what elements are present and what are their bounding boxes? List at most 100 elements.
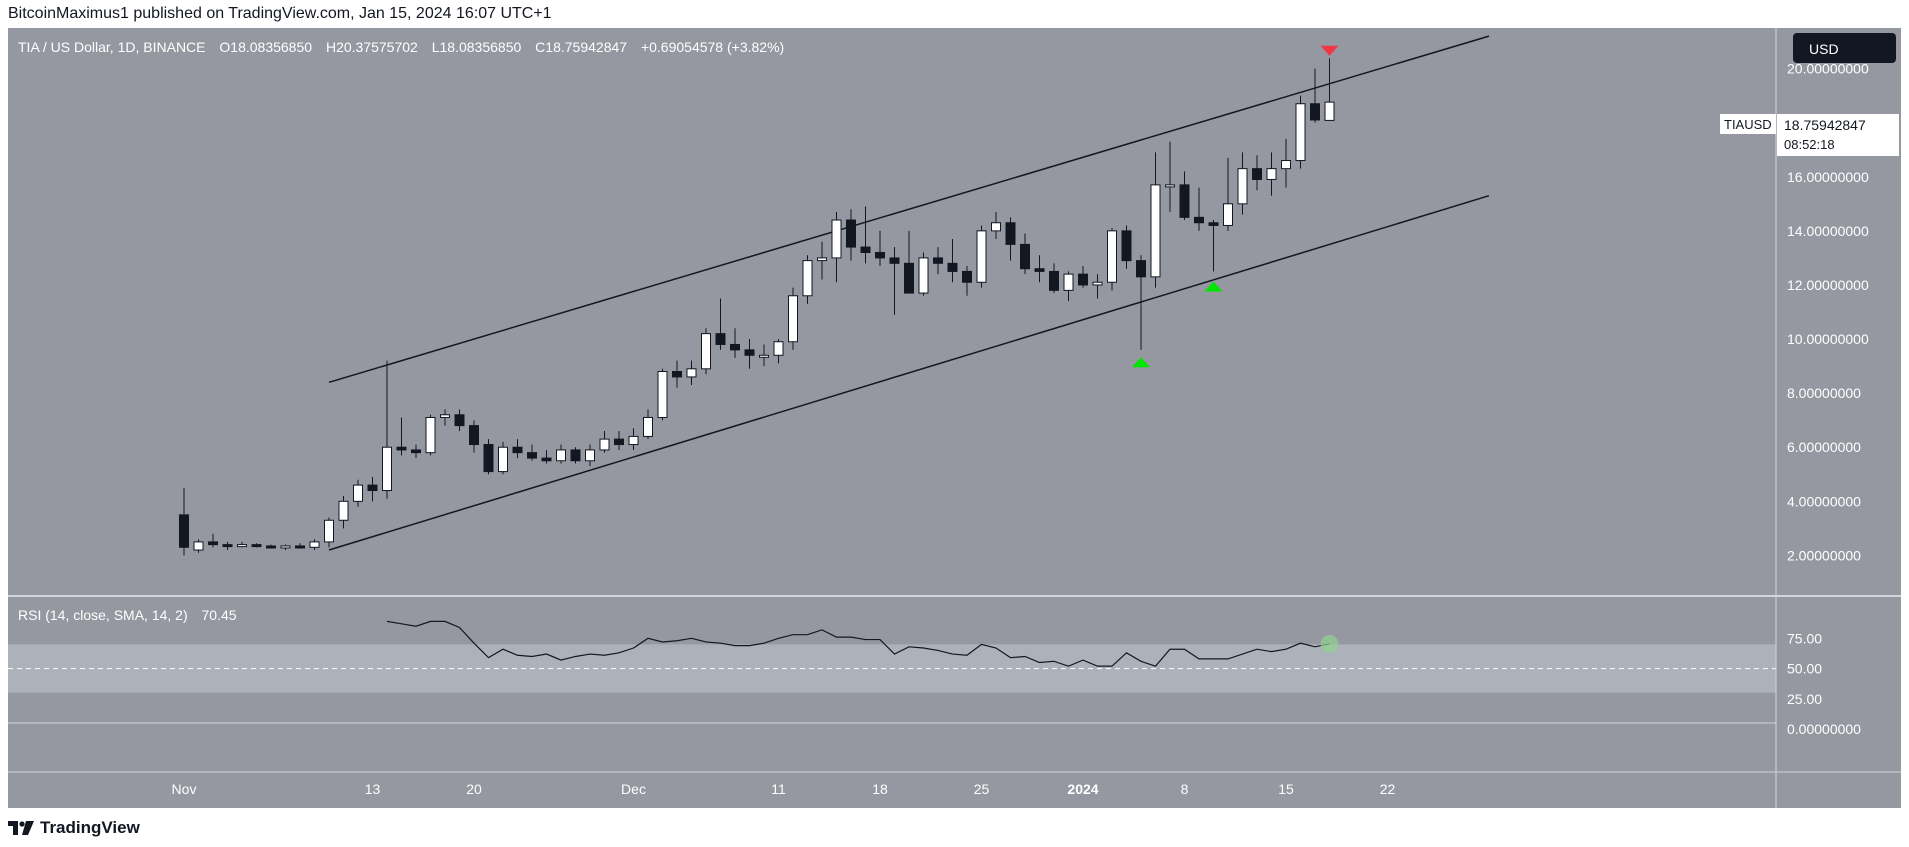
currency-button[interactable]: USD — [1793, 33, 1896, 63]
candle — [875, 230, 885, 267]
candle-body — [440, 414, 450, 418]
buy-marker-triangle — [1132, 357, 1150, 368]
candle — [643, 409, 653, 440]
rsi-line — [386, 620, 1330, 667]
candle — [962, 266, 972, 296]
time-tick-label: 11 — [771, 781, 786, 797]
candle-body — [425, 416, 436, 454]
rsi-tick-label: 75.00 — [1787, 630, 1822, 646]
candle-body — [759, 354, 769, 358]
candle-body — [1092, 281, 1103, 286]
candle — [1208, 220, 1219, 272]
candle-body — [1194, 216, 1204, 224]
candle-body — [875, 251, 885, 259]
candle — [208, 533, 218, 548]
tradingview-logo[interactable]: TradingView — [8, 818, 140, 838]
candle-body — [672, 371, 682, 378]
candle-body — [715, 333, 726, 345]
candle-body — [193, 541, 204, 551]
candle-body — [860, 246, 871, 253]
candle — [179, 487, 189, 556]
candle — [817, 241, 827, 280]
chart-canvas[interactable]: 20.0000000018.0000000016.0000000014.0000… — [8, 28, 1901, 808]
candle — [382, 360, 392, 499]
candle — [686, 360, 697, 386]
candle — [628, 428, 639, 450]
candle — [396, 417, 407, 456]
publisher-line: BitcoinMaximus1 published on TradingView… — [8, 5, 552, 22]
channel-line-lower — [328, 194, 1490, 551]
candle-body — [382, 446, 392, 492]
candle-body — [1020, 243, 1030, 270]
candle — [1223, 157, 1233, 231]
candle — [933, 247, 943, 275]
buy-marker-triangle — [1204, 281, 1223, 292]
price-pane[interactable] — [8, 28, 1776, 596]
candle — [1281, 138, 1291, 188]
low-label: L — [432, 39, 440, 55]
candle-body — [222, 544, 233, 548]
candle-body — [933, 257, 943, 264]
candle — [295, 543, 305, 549]
candle-body — [773, 341, 784, 356]
price-tick-label: 12.00000000 — [1787, 277, 1869, 293]
price-tick-label: 10.00000000 — [1787, 331, 1869, 347]
candle — [570, 447, 581, 464]
time-tick-label: 25 — [974, 781, 990, 797]
candle-body — [1208, 222, 1219, 226]
candle-body — [1179, 184, 1190, 218]
price-tag-value: 18.75942847 — [1784, 117, 1866, 133]
candle-body — [1049, 270, 1059, 291]
candle-body — [1136, 260, 1146, 278]
candle — [1121, 225, 1132, 269]
candle — [759, 344, 769, 367]
price-tick-label: 6.00000000 — [1787, 439, 1861, 455]
rsi-tick-label: 0.00000000 — [1787, 721, 1861, 737]
price-axis[interactable]: 20.0000000018.0000000016.0000000014.0000… — [1787, 61, 1869, 564]
candle-body — [802, 260, 813, 297]
rsi-tick-label: 50.00 — [1787, 661, 1822, 677]
channel-line-upper — [328, 35, 1490, 384]
candle — [266, 544, 276, 549]
publisher-bar: BitcoinMaximus1 published on TradingView… — [0, 0, 1909, 28]
candle — [846, 209, 856, 261]
price-tick-label: 2.00000000 — [1787, 547, 1861, 563]
candle-body — [1005, 222, 1016, 245]
price-tick-label: 20.00000000 — [1787, 61, 1869, 77]
candle-body — [599, 438, 610, 451]
price-tick-label: 8.00000000 — [1787, 385, 1861, 401]
candle — [1005, 217, 1016, 261]
time-tick-label: 20 — [466, 781, 482, 797]
candles — [179, 58, 1335, 556]
candle-body — [556, 449, 566, 462]
candle-body — [701, 333, 711, 370]
candle-body — [962, 270, 972, 283]
open-label: O — [219, 39, 230, 55]
candle — [860, 206, 871, 264]
rsi-last-point — [1320, 634, 1339, 653]
time-tick-label: 15 — [1278, 781, 1294, 797]
candle-body — [1266, 168, 1277, 180]
time-axis[interactable]: Nov 13 20 Dec 11 18 25 2024 8 15 22 — [172, 781, 1396, 797]
candle-body — [918, 257, 929, 294]
rsi-axis[interactable]: 75.00 50.00 25.00 0.00000000 — [1787, 630, 1861, 737]
rsi-tick-label: 25.00 — [1787, 691, 1822, 707]
candle — [773, 339, 784, 364]
candle-body — [889, 257, 900, 264]
chart-area[interactable]: 20.0000000018.0000000016.0000000014.0000… — [8, 28, 1901, 808]
candle-body — [367, 484, 378, 492]
candle — [1295, 95, 1306, 169]
candle-body — [817, 257, 827, 262]
footer-bar: TradingView — [0, 808, 1909, 847]
candle-body — [831, 219, 842, 259]
time-tick-label: 18 — [872, 781, 888, 797]
candle-body — [686, 368, 697, 378]
candle — [831, 211, 842, 283]
change-value: +0.69054578 (+3.82%) — [641, 39, 784, 55]
candle — [585, 444, 595, 467]
candle — [889, 247, 900, 315]
time-tick-label: 8 — [1181, 781, 1189, 797]
candle-body — [237, 544, 247, 548]
time-tick-label: Nov — [172, 781, 197, 797]
candle-body — [904, 262, 914, 294]
